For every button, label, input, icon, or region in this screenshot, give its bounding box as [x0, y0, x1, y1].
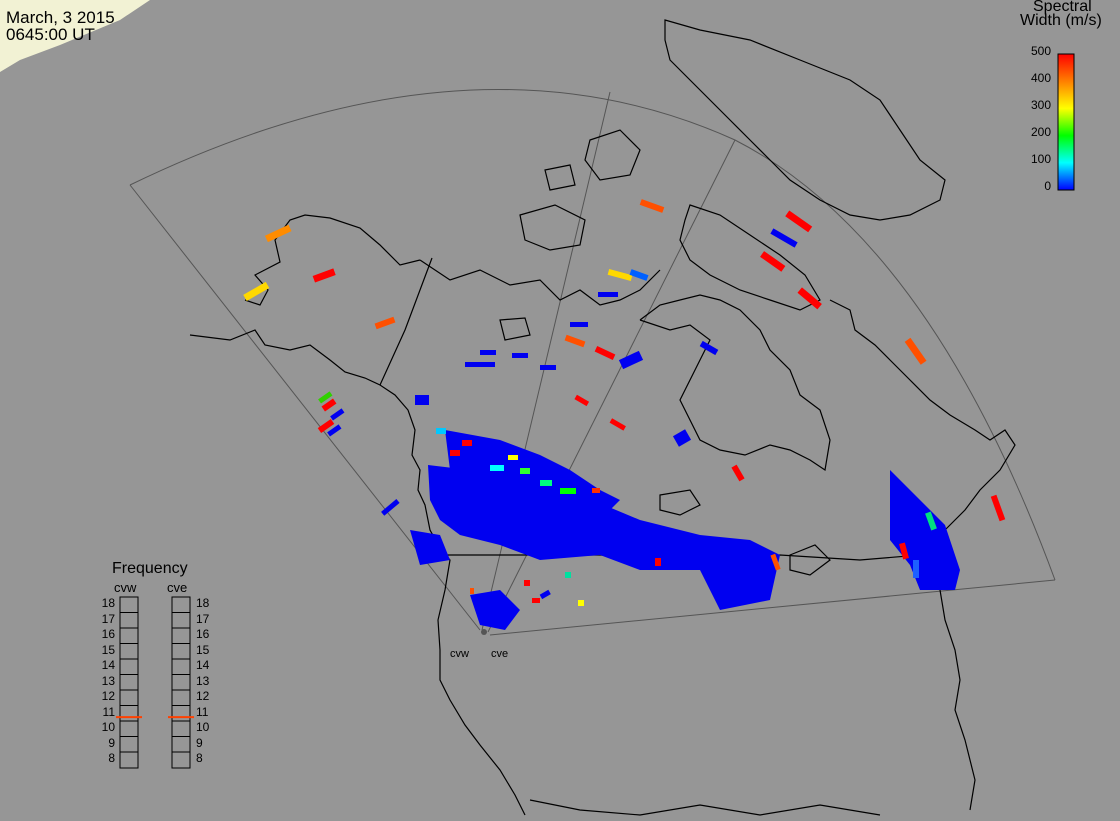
- coastlines: [189, 19, 1016, 816]
- radar-label-cve: cve: [491, 648, 509, 660]
- colorbar-tick: 0: [1044, 179, 1051, 193]
- frequency-tick-cve: 11: [196, 704, 209, 719]
- radar-echoes: [243, 199, 1006, 630]
- frequency-title: Frequency: [112, 560, 188, 577]
- colorbar-tick: 100: [1030, 152, 1051, 166]
- frequency-tick-cvw: 17: [101, 611, 115, 626]
- colorbar-tick: 300: [1030, 98, 1051, 112]
- radar-label-cvw: cvw: [450, 648, 469, 660]
- frequency-tick-cvw: 13: [101, 673, 115, 688]
- daylight-region: [0, 0, 150, 72]
- frequency-tick-cve: 12: [196, 689, 210, 703]
- frequency-tick-cvw: 9: [108, 735, 115, 750]
- frequency-tick-cve: 8: [196, 751, 203, 765]
- colorbar-gradient: [1057, 53, 1075, 191]
- frequency-tick-cve: 13: [196, 673, 210, 688]
- radar-site-marker: [481, 629, 487, 635]
- colorbar-title-line1: Spectral: [1033, 0, 1092, 15]
- colorbar-tick: 200: [1030, 125, 1051, 139]
- colorbar-title-line2: Width (m/s): [1020, 12, 1102, 29]
- frequency-radar-cve: cve: [167, 580, 188, 595]
- frequency-tick-cve: 14: [196, 658, 210, 672]
- frequency-tick-cve: 16: [196, 627, 210, 641]
- frequency-panel-boxes: [119, 596, 191, 769]
- frequency-tick-cve: 10: [196, 720, 210, 734]
- colorbar-tick: 500: [1030, 44, 1051, 58]
- frequency-tick-cvw: 16: [101, 627, 115, 641]
- frequency-tick-cvw: 14: [101, 658, 115, 672]
- frequency-tick-cvw: 12: [101, 689, 115, 703]
- plot-time: 0645:00 UT: [6, 25, 95, 44]
- frequency-tick-cve: 15: [196, 642, 210, 657]
- frequency-tick-cve: 9: [196, 735, 203, 750]
- plot-date: March, 3 2015: [6, 8, 115, 27]
- frequency-tick-cvw: 11: [102, 704, 115, 719]
- frequency-tick-cvw: 18: [101, 596, 115, 610]
- frequency-tick-cvw: 10: [101, 720, 115, 734]
- frequency-tick-cve: 18: [196, 596, 210, 610]
- colorbar-tick: 400: [1030, 71, 1051, 85]
- frequency-radar-cvw: cvw: [114, 580, 137, 595]
- frequency-tick-cvw: 8: [108, 751, 115, 765]
- frequency-tick-cvw: 15: [101, 642, 115, 657]
- frequency-tick-cve: 17: [196, 611, 210, 626]
